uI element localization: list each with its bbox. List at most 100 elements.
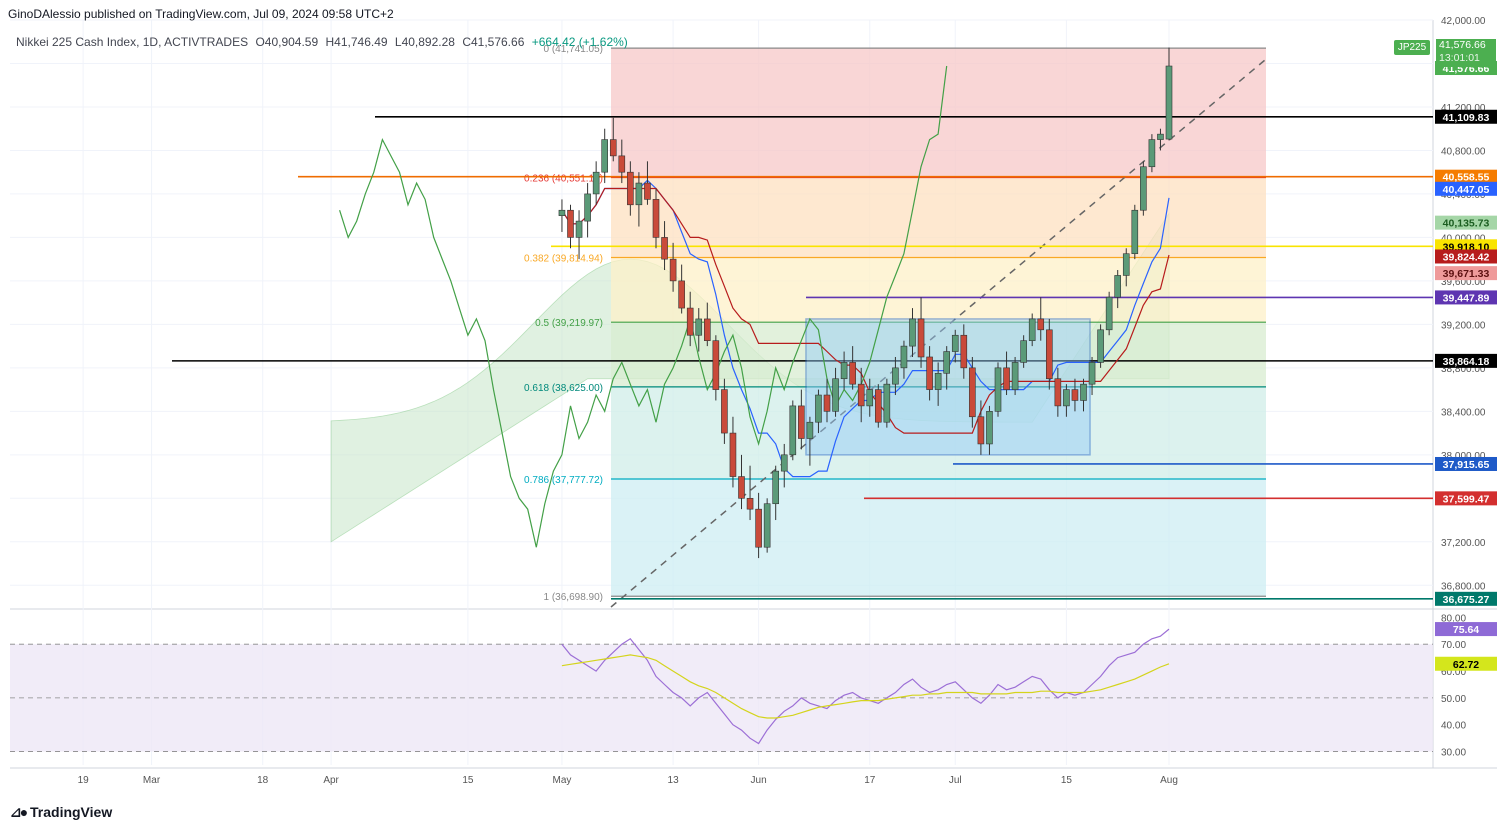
fib-label: 0 (41,741.05): [544, 44, 604, 55]
symbol-badge-label: JP225: [1397, 42, 1427, 53]
candle-body: [721, 389, 728, 434]
candle-body: [1080, 383, 1087, 401]
fib-label: 1 (36,698.90): [544, 592, 604, 603]
open-value: O40,904.59: [255, 35, 319, 49]
candle-body: [1011, 362, 1019, 390]
candle-body: [1037, 318, 1045, 331]
candle-body: [1046, 329, 1053, 380]
candle-body: [926, 356, 933, 390]
candle-body: [1148, 139, 1156, 168]
candle-body: [1122, 253, 1130, 276]
instrument-title[interactable]: Nikkei 225 Cash Index, 1D, ACTIVTRADES: [16, 35, 249, 49]
fib-zone: [611, 48, 1266, 178]
rsi-tick-label: 60.00: [1441, 667, 1466, 678]
candle-body: [567, 209, 574, 238]
low-value: L40,892.28: [394, 35, 455, 49]
candle-body: [652, 199, 660, 238]
candle-body: [703, 318, 711, 341]
tradingview-logo-icon: ⊿●: [10, 804, 28, 820]
price-axis-tag: [1435, 353, 1497, 368]
symbol-badge[interactable]: JP225: [1394, 40, 1430, 55]
consolidation-box: [805, 318, 1091, 456]
candle-body: [866, 389, 874, 407]
fib-label: 0.236 (40,551.10): [524, 174, 603, 185]
time-tick-label: Jun: [751, 775, 767, 786]
price-axis-tag: [1435, 109, 1497, 124]
candle-body: [883, 383, 891, 423]
price-axis-tag-label: 40,447.05: [1443, 184, 1490, 196]
fib-zone: [611, 478, 1266, 597]
tradingview-logo[interactable]: ⊿● TradingView: [10, 804, 112, 821]
price-tick-label: 38,000.00: [1441, 451, 1486, 462]
price-axis-tag-label: 39,447.89: [1443, 292, 1490, 304]
candle-body: [678, 280, 685, 309]
rsi-axis-tag: [1435, 622, 1497, 637]
candle-body: [815, 394, 822, 423]
candle-body: [960, 334, 968, 369]
change-value: +664.42 (+1.62%): [531, 35, 628, 49]
rsi-tick-label: 30.00: [1441, 748, 1466, 759]
price-tick-label: 39,200.00: [1441, 320, 1486, 331]
price-axis-tag: [1435, 215, 1497, 230]
candle-body: [780, 454, 788, 472]
tradingview-logo-text: TradingView: [30, 804, 113, 820]
bar-countdown: 13:01:01: [1439, 52, 1480, 64]
candle-body: [832, 378, 839, 412]
candle-body: [798, 405, 805, 439]
candle-body: [917, 318, 925, 358]
price-tick-label: 41,200.00: [1441, 103, 1486, 114]
candle-body: [729, 432, 737, 477]
candle-body: [849, 362, 856, 385]
price-axis-tag-label: 38,864.18: [1443, 356, 1490, 368]
price-axis-tag: [1435, 491, 1497, 506]
candle-body: [584, 193, 591, 222]
candle-body: [840, 362, 848, 380]
ohlc-legend: Nikkei 225 Cash Index, 1D, ACTIVTRADES O…: [16, 35, 628, 49]
candle-body: [618, 155, 626, 173]
time-tick-label: Jul: [949, 775, 962, 786]
price-axis-tag: [1435, 456, 1497, 471]
candle-body: [857, 383, 865, 407]
candle-body: [900, 345, 908, 369]
time-tick-label: May: [552, 775, 571, 786]
candle-body: [1165, 65, 1173, 140]
candle-body: [1071, 389, 1079, 401]
candle-body: [1020, 340, 1027, 363]
candle-body: [627, 171, 634, 206]
price-tick-label: 36,800.00: [1441, 581, 1486, 592]
last-price-tag: 41,576.66 13:01:01: [1436, 39, 1496, 67]
time-tick-label: 18: [257, 775, 269, 786]
candle-body: [635, 182, 643, 206]
candle-body: [1114, 275, 1121, 298]
price-axis-tag: [1435, 249, 1497, 264]
candle-body: [601, 139, 609, 173]
candle-body: [763, 503, 771, 548]
candle-body: [695, 318, 703, 336]
published-line: GinoDAlessio published on TradingView.co…: [8, 7, 394, 21]
time-tick-label: 19: [78, 775, 90, 786]
fib-label: 0.618 (38,625.00): [524, 383, 603, 394]
price-tick-label: 42,000.00: [1441, 16, 1486, 27]
candle-body: [1105, 296, 1113, 331]
candle-body: [1140, 166, 1147, 211]
time-tick-label: 13: [668, 775, 680, 786]
rsi-tick-label: 50.00: [1441, 694, 1466, 705]
candle-body: [986, 411, 993, 445]
candle-body: [943, 351, 951, 374]
candle-body: [661, 237, 668, 260]
rsi-tick-label: 80.00: [1441, 613, 1466, 624]
rsi-ma-line: [561, 654, 1170, 719]
kijun-line: [561, 187, 1170, 434]
candle-body: [644, 182, 651, 200]
candle-body: [755, 508, 762, 548]
candle-body: [1028, 318, 1036, 341]
candle-body: [669, 258, 677, 282]
candle-body: [909, 318, 916, 347]
fib-label: 0.786 (37,777.72): [524, 475, 603, 486]
candle-body: [1097, 329, 1104, 363]
price-axis-tag: [1435, 169, 1497, 184]
published-text: GinoDAlessio published on TradingView.co…: [8, 7, 394, 21]
rsi-axis-tag-label: 75.64: [1453, 624, 1479, 636]
candle-body: [823, 394, 831, 412]
